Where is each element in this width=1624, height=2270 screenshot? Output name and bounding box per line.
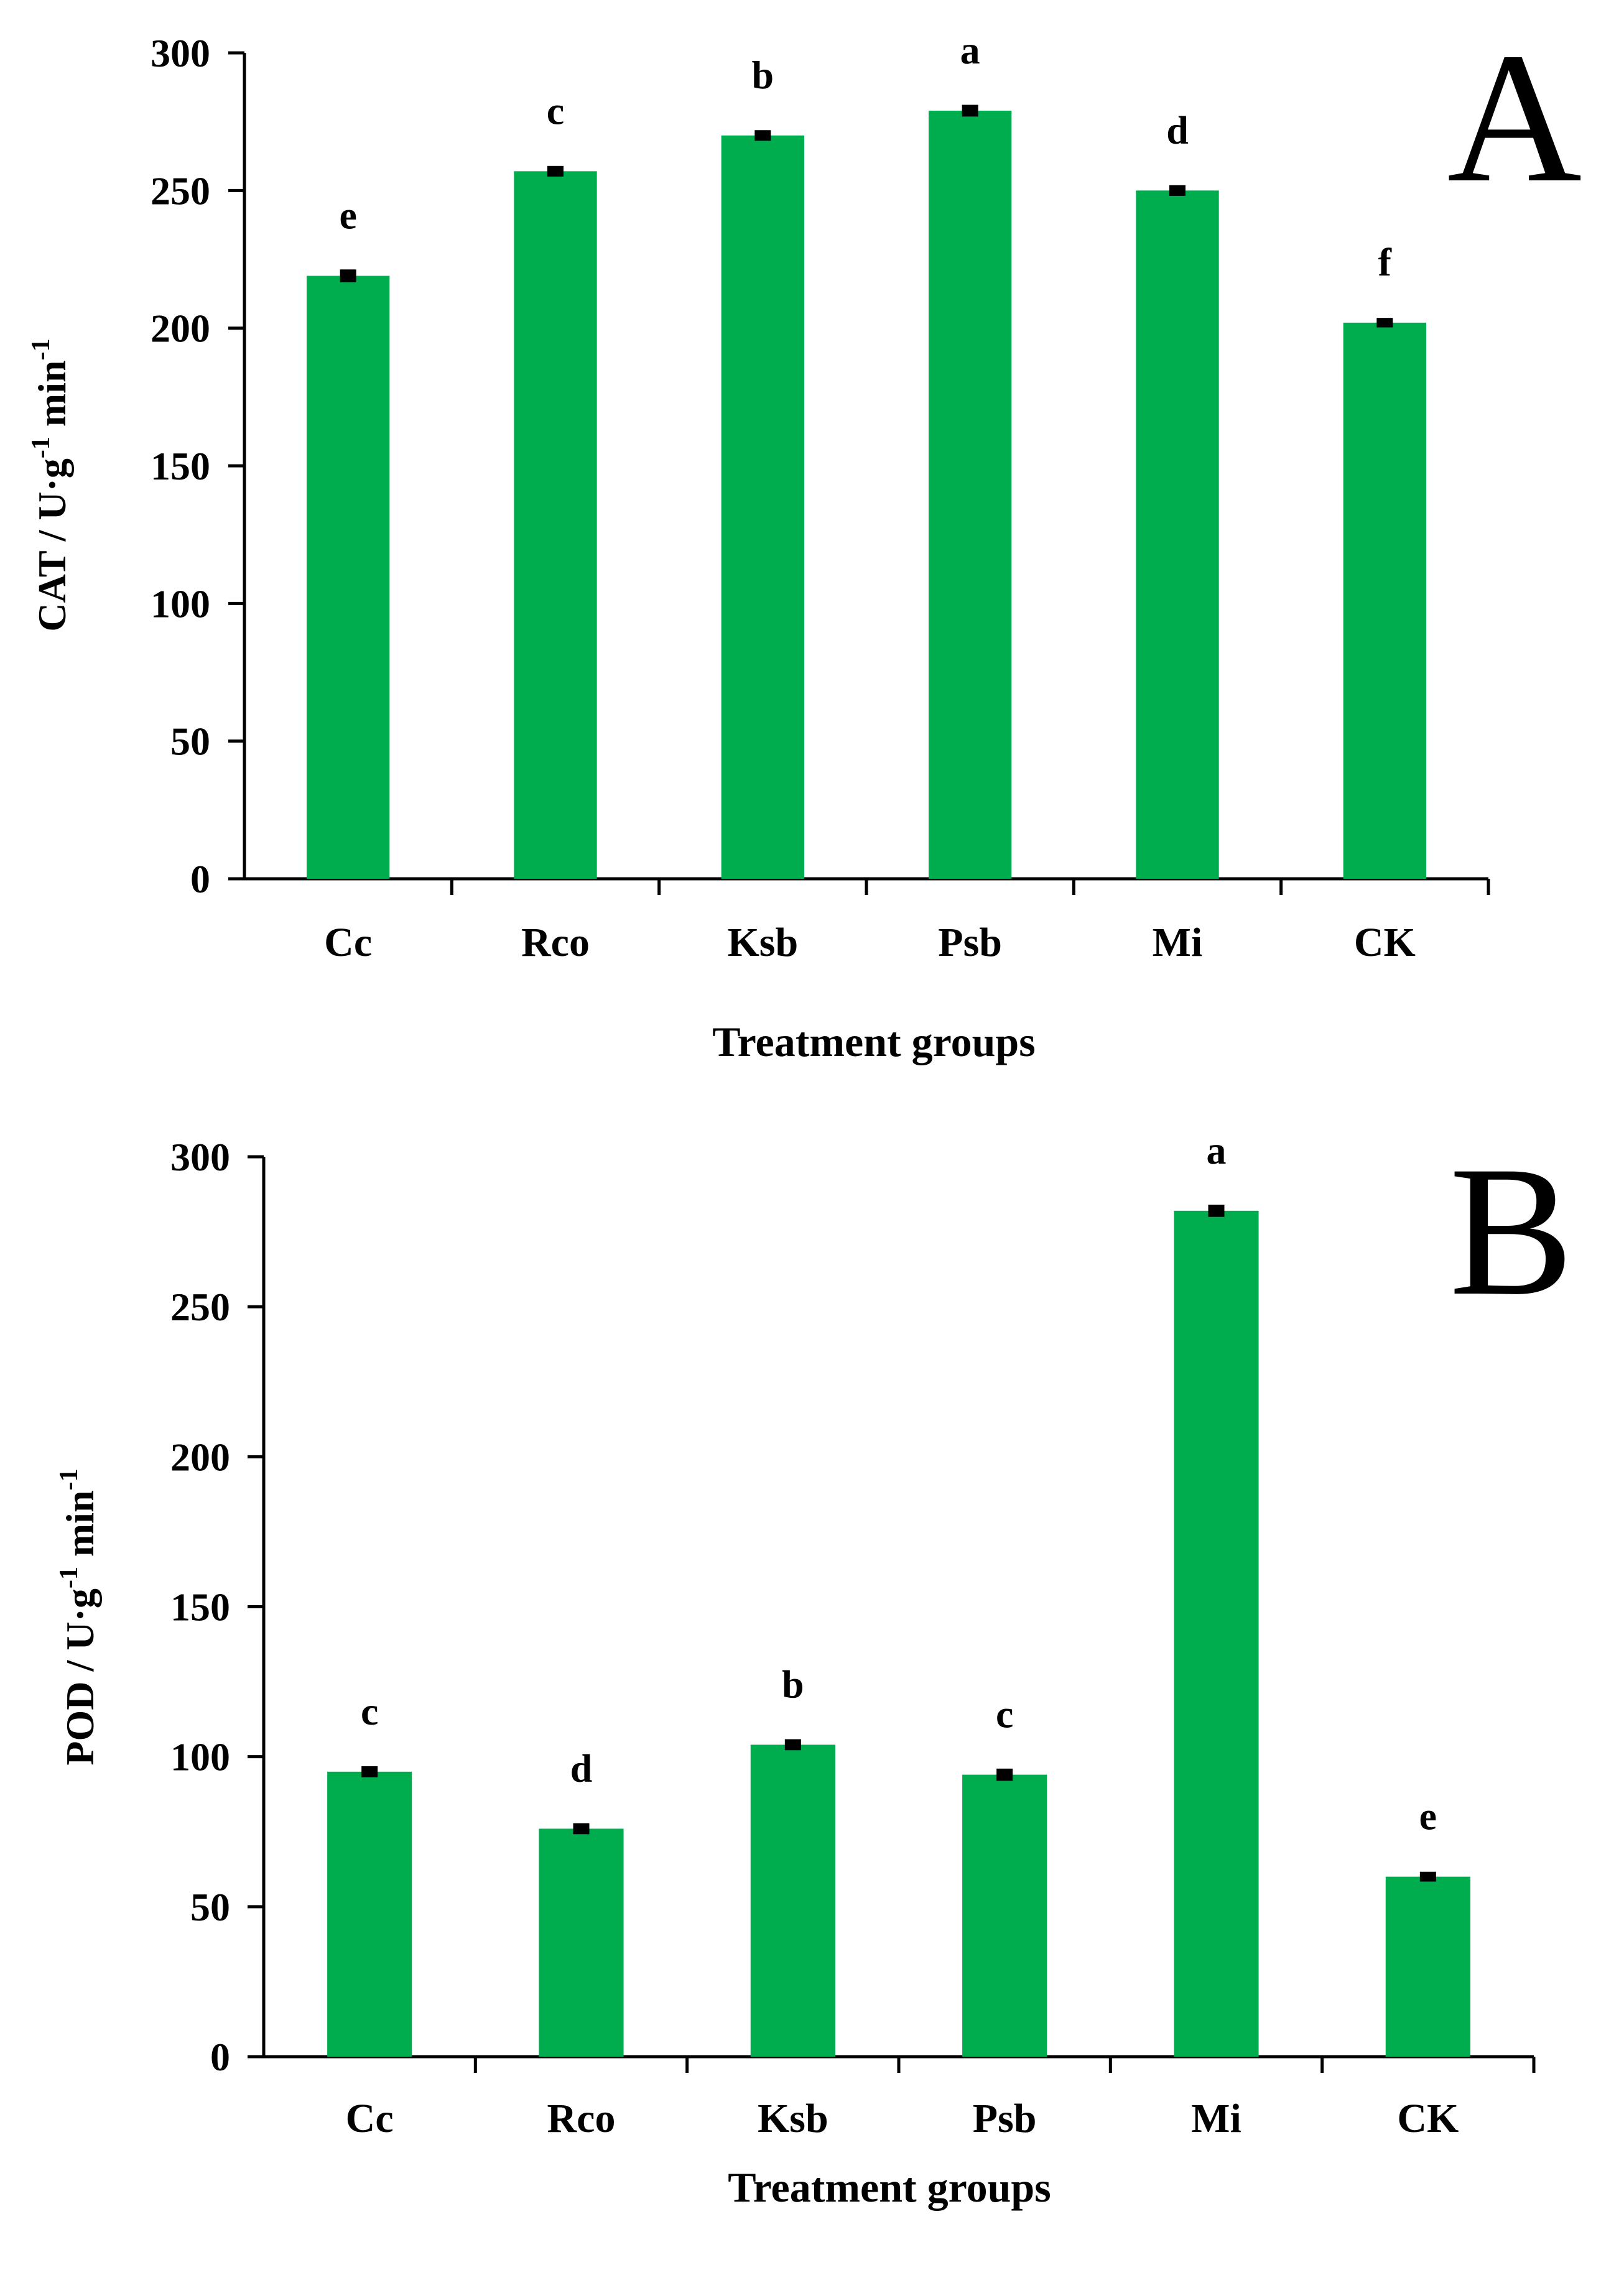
significance-label: b (752, 53, 774, 97)
y-tick-label: 100 (170, 1735, 230, 1779)
bar-cc (307, 276, 390, 879)
bar-psb (929, 110, 1012, 879)
y-tick-label: 50 (190, 1885, 230, 1929)
y-title-part: min (58, 1490, 102, 1567)
bar-mi (1174, 1210, 1259, 2057)
category-label: CK (1354, 920, 1416, 965)
error-bar-cap (754, 130, 771, 141)
y-tick-label: 50 (170, 720, 210, 764)
y-title-part: CAT / U·g (30, 458, 74, 632)
y-tick-label: 250 (170, 1285, 230, 1329)
significance-label: c (996, 1692, 1013, 1736)
y-title-sup: -1 (27, 338, 55, 360)
significance-label: e (339, 193, 356, 238)
bar-ksb (750, 1744, 835, 2057)
error-bar-cap (784, 1739, 801, 1751)
category-label: Psb (973, 2096, 1037, 2141)
y-title-sup: -1 (27, 437, 55, 458)
y-tick-label: 0 (190, 857, 210, 901)
category-label: Cc (324, 920, 372, 965)
significance-label: f (1378, 240, 1392, 284)
bar-ksb (721, 135, 804, 879)
y-tick-label: 150 (170, 1585, 230, 1629)
category-label: Mi (1153, 920, 1203, 965)
error-bar-cap (996, 1768, 1013, 1781)
error-bar-cap (573, 1823, 590, 1835)
y-tick-label: 300 (151, 31, 210, 75)
error-bar-cap (1169, 185, 1186, 196)
significance-label: c (547, 88, 564, 132)
category-label: Rco (547, 2096, 616, 2141)
bar-cc (327, 1771, 412, 2057)
bar-rco (539, 1828, 624, 2057)
y-tick-label: 150 (151, 444, 210, 488)
bar-mi (1136, 190, 1219, 879)
significance-label: b (782, 1662, 804, 1706)
bar-ck (1343, 322, 1426, 879)
y-tick-label: 200 (151, 307, 210, 351)
category-label: Mi (1191, 2096, 1241, 2141)
category-label: Ksb (758, 2096, 828, 2141)
error-bar-cap (361, 1766, 378, 1777)
significance-label: a (960, 28, 980, 72)
y-tick-label: 250 (151, 169, 210, 213)
y-tick-label: 0 (210, 2035, 230, 2079)
y-tick-label: 200 (170, 1435, 230, 1479)
category-label: Rco (521, 920, 590, 965)
y-title-sup: -1 (55, 1468, 83, 1490)
y-tick-label: 100 (151, 581, 210, 626)
category-label: Cc (346, 2096, 394, 2141)
y-title-sup: -1 (55, 1567, 83, 1588)
error-bar-cap (1208, 1204, 1225, 1217)
significance-label: d (1166, 108, 1189, 152)
bar-ck (1385, 1876, 1470, 2057)
category-label: Psb (938, 920, 1002, 965)
y-axis-title: CAT / U·g-1 min-1 (27, 338, 74, 631)
significance-label: c (361, 1689, 378, 1733)
y-axis-title: POD / U·g-1 min-1 (55, 1468, 102, 1765)
error-bar-cap (1376, 318, 1393, 328)
y-tick-label: 300 (170, 1135, 230, 1179)
significance-label: a (1207, 1128, 1227, 1172)
x-axis-title: Treatment groups (712, 1018, 1035, 1065)
y-title-part: POD / U·g (58, 1588, 102, 1765)
error-bar-cap (1419, 1871, 1436, 1882)
x-axis-title: Treatment groups (728, 2164, 1051, 2211)
error-bar-cap (340, 269, 356, 282)
category-label: CK (1397, 2096, 1459, 2141)
bar-psb (962, 1774, 1047, 2057)
significance-label: e (1419, 1794, 1437, 1838)
significance-label: d (570, 1746, 593, 1790)
panel-a-chart: 0 50 100 150 200 250 300 e Cc c Rco b Ksb a Psb d Mi f CK T… (27, 14, 1582, 1065)
panel-letter: B (1449, 1128, 1574, 1334)
y-title-part: min (30, 360, 74, 437)
panel-b-chart: 0 50 100 150 200 250 300 c Cc d Rco b Ksb c Psb a Mi e CK T… (55, 1128, 1574, 2211)
panel-letter: A (1447, 14, 1582, 221)
category-label: Ksb (727, 920, 798, 965)
error-bar-cap (962, 104, 978, 117)
error-bar-cap (547, 165, 564, 177)
bar-rco (514, 171, 597, 879)
